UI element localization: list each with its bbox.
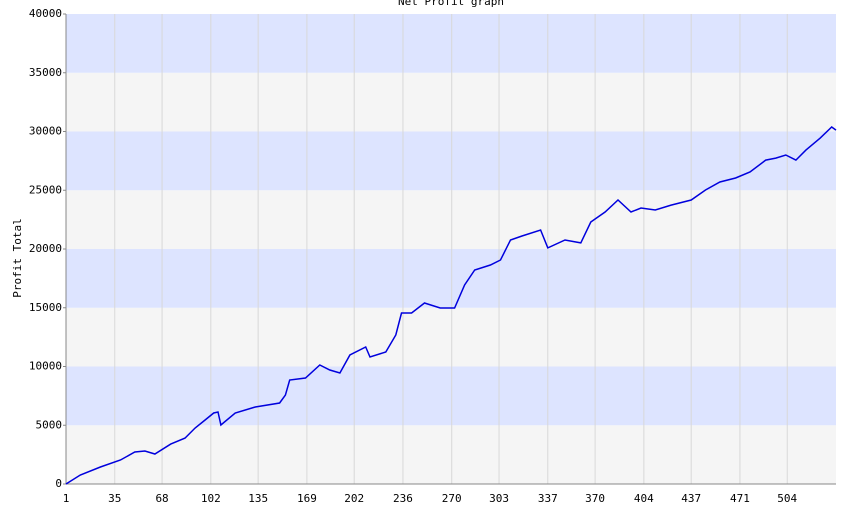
y-tick-label: 25000	[29, 183, 62, 196]
y-tick-label: 15000	[29, 301, 62, 314]
x-tick-label: 68	[155, 492, 168, 505]
x-tick-label: 404	[634, 492, 654, 505]
x-tick-label: 102	[201, 492, 221, 505]
x-tick-label: 337	[538, 492, 558, 505]
line-series	[65, 126, 837, 485]
x-tick-label: 35	[108, 492, 121, 505]
y-axis-label: Profit Total	[11, 218, 24, 297]
x-tick-label: 1	[63, 492, 70, 505]
band	[66, 14, 836, 73]
band	[66, 366, 836, 426]
chart-title: Net Profit graph	[398, 0, 504, 8]
band	[66, 425, 836, 484]
x-tick-label: 270	[442, 492, 462, 505]
band	[66, 72, 836, 132]
x-tick-label: 370	[585, 492, 605, 505]
band	[66, 190, 836, 249]
band	[66, 307, 836, 367]
band	[66, 249, 836, 308]
x-tick-label: 135	[248, 492, 268, 505]
x-tick-label: 504	[777, 492, 797, 505]
y-tick-label: 10000	[29, 360, 62, 373]
x-tick-label: 437	[681, 492, 701, 505]
y-tick-label: 5000	[36, 418, 63, 431]
y-tick-label: 35000	[29, 66, 62, 79]
band	[66, 131, 836, 191]
y-tick-label: 20000	[29, 242, 62, 255]
x-tick-label: 169	[297, 492, 317, 505]
x-tick-label: 202	[344, 492, 364, 505]
y-tick-label: 40000	[29, 7, 62, 20]
x-tick-label: 471	[730, 492, 750, 505]
y-tick-label: 30000	[29, 125, 62, 138]
x-tick-label: 236	[393, 492, 413, 505]
y-tick-label: 0	[55, 477, 62, 490]
x-tick-label: 303	[489, 492, 509, 505]
